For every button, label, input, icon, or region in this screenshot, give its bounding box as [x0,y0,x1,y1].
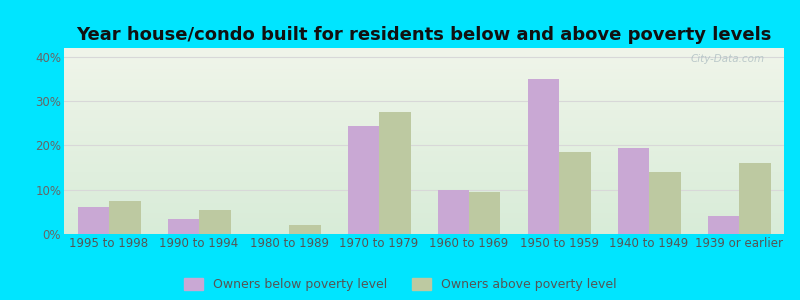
Text: City-Data.com: City-Data.com [690,54,765,64]
Bar [559,152,590,234]
Bar [469,192,501,234]
Bar [707,216,739,234]
Bar [438,190,469,234]
Bar [649,172,681,234]
Legend: Owners below poverty level, Owners above poverty level: Owners below poverty level, Owners above… [184,278,616,291]
Bar [289,225,321,234]
Bar [347,125,379,234]
Bar [167,218,199,234]
Bar [527,79,559,234]
Bar [618,148,649,234]
Title: Year house/condo built for residents below and above poverty levels: Year house/condo built for residents bel… [76,26,772,44]
Bar [739,163,770,234]
Bar [199,210,230,234]
Bar [379,112,410,234]
Bar [109,201,141,234]
Bar [78,207,109,234]
